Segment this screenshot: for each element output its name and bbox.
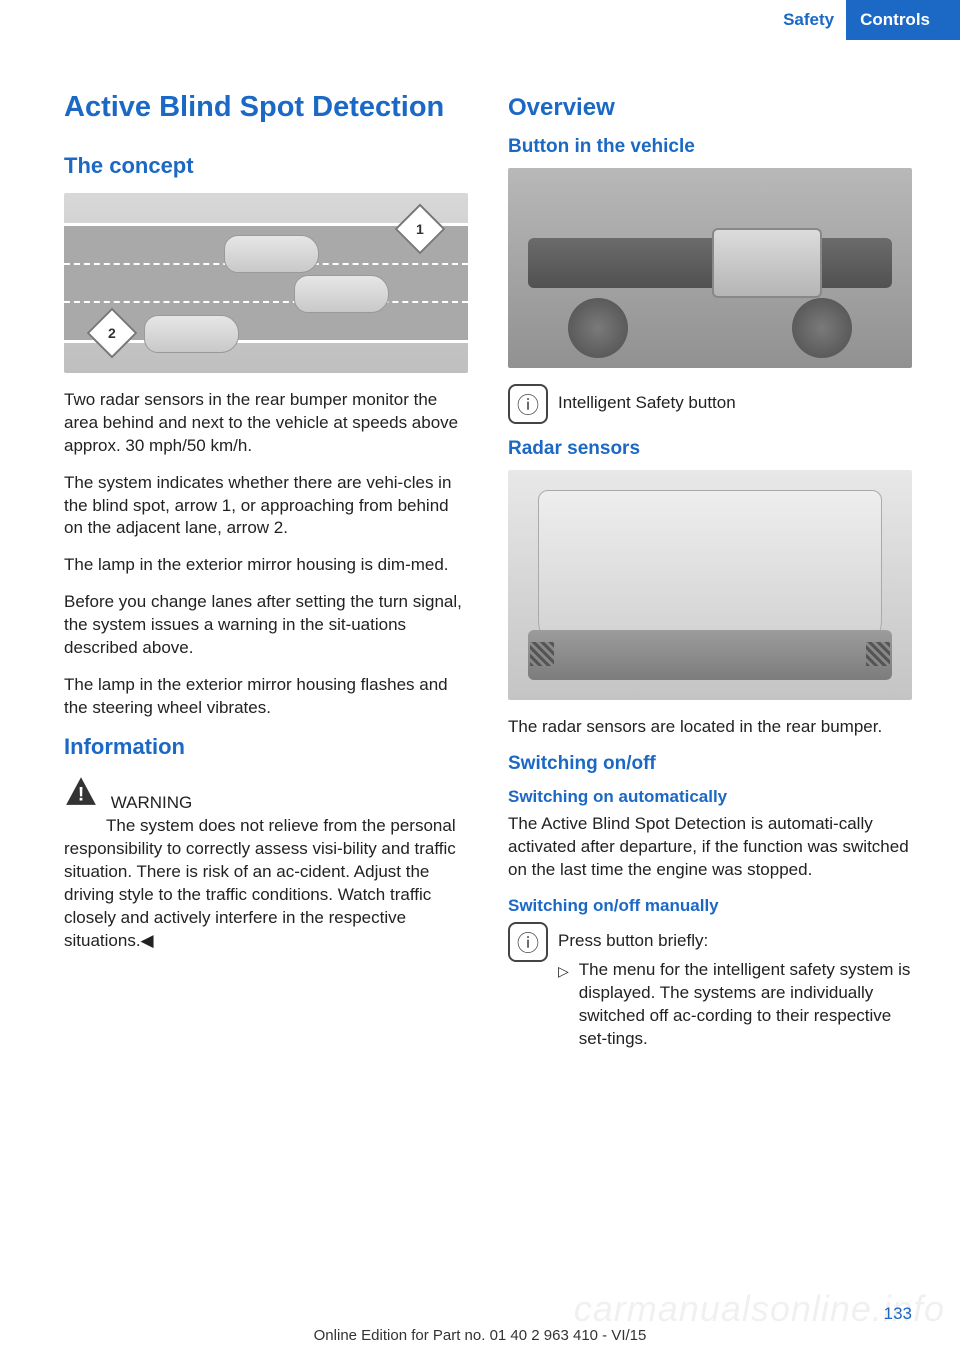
page-title: Active Blind Spot Detection [64, 90, 468, 125]
bullet-icon: ▷ [558, 959, 569, 1051]
manual-intro: Press button briefly: [558, 930, 912, 953]
intelligent-safety-button-label: Intelligent Safety button [558, 384, 736, 415]
heading-radar-sensors: Radar sensors [508, 438, 912, 460]
sensor-marker [866, 642, 890, 666]
car-graphic [224, 235, 319, 273]
concept-para: Two radar sensors in the rear bumper mon… [64, 389, 468, 458]
radar-caption: The radar sensors are located in the rea… [508, 716, 912, 739]
bumper-graphic [528, 630, 892, 680]
heading-information: Information [64, 734, 468, 760]
concept-para: The lamp in the exterior mirror housing … [64, 674, 468, 720]
warning-icon: ! [64, 774, 98, 808]
breadcrumb-controls: Controls [846, 0, 960, 40]
dial-graphic [792, 298, 852, 358]
concept-para: The system indicates whether there are v… [64, 472, 468, 541]
manual-bullet-row: ▷ The menu for the intelligent safety sy… [558, 959, 912, 1051]
heading-concept: The concept [64, 153, 468, 179]
warning-body: The system does not relieve from the per… [64, 816, 456, 950]
heading-overview: Overview [508, 94, 912, 122]
arrow-label: 2 [108, 325, 116, 341]
car-graphic [294, 275, 389, 313]
sensor-marker [530, 642, 554, 666]
info-button-icon: ⓘ [508, 922, 548, 962]
heading-switching: Switching on/off [508, 753, 912, 775]
footer-line: Online Edition for Part no. 01 40 2 963 … [0, 1327, 960, 1344]
right-column: Overview Button in the vehicle ⓘ Intelli… [508, 90, 912, 1056]
header-bar: Safety Controls [0, 0, 960, 40]
info-button-icon: ⓘ [508, 384, 548, 424]
manual-intro-row: ⓘ Press button briefly: ▷ The menu for t… [508, 922, 912, 1051]
dial-graphic [568, 298, 628, 358]
warning-block: ! WARNING The system does not relieve fr… [64, 774, 468, 953]
left-column: Active Blind Spot Detection The concept … [64, 90, 468, 1056]
button-vehicle-image [508, 168, 912, 368]
intelligent-safety-button-row: ⓘ Intelligent Safety button [508, 384, 912, 424]
radar-sensors-image [508, 470, 912, 700]
page-number: 133 [884, 1304, 912, 1324]
heading-button-vehicle: Button in the vehicle [508, 136, 912, 158]
heading-switching-manual: Switching on/off manually [508, 896, 912, 916]
car-graphic [144, 315, 239, 353]
breadcrumb-safety: Safety [771, 0, 846, 40]
svg-text:!: ! [78, 785, 84, 806]
warning-label: WARNING [111, 793, 193, 812]
switching-auto-body: The Active Blind Spot Detection is autom… [508, 813, 912, 882]
lane-dash [64, 301, 468, 303]
content-area: Active Blind Spot Detection The concept … [0, 40, 960, 1056]
concept-para: Before you change lanes after setting th… [64, 591, 468, 660]
heading-switching-auto: Switching on automatically [508, 787, 912, 807]
concept-para: The lamp in the exterior mirror housing … [64, 554, 468, 577]
dash-strip-graphic [528, 238, 892, 288]
button-cluster-graphic [712, 228, 822, 298]
arrow-label: 1 [416, 221, 424, 237]
manual-bullet-text: The menu for the intelligent safety syst… [579, 959, 912, 1051]
concept-diagram: 1 2 [64, 193, 468, 373]
